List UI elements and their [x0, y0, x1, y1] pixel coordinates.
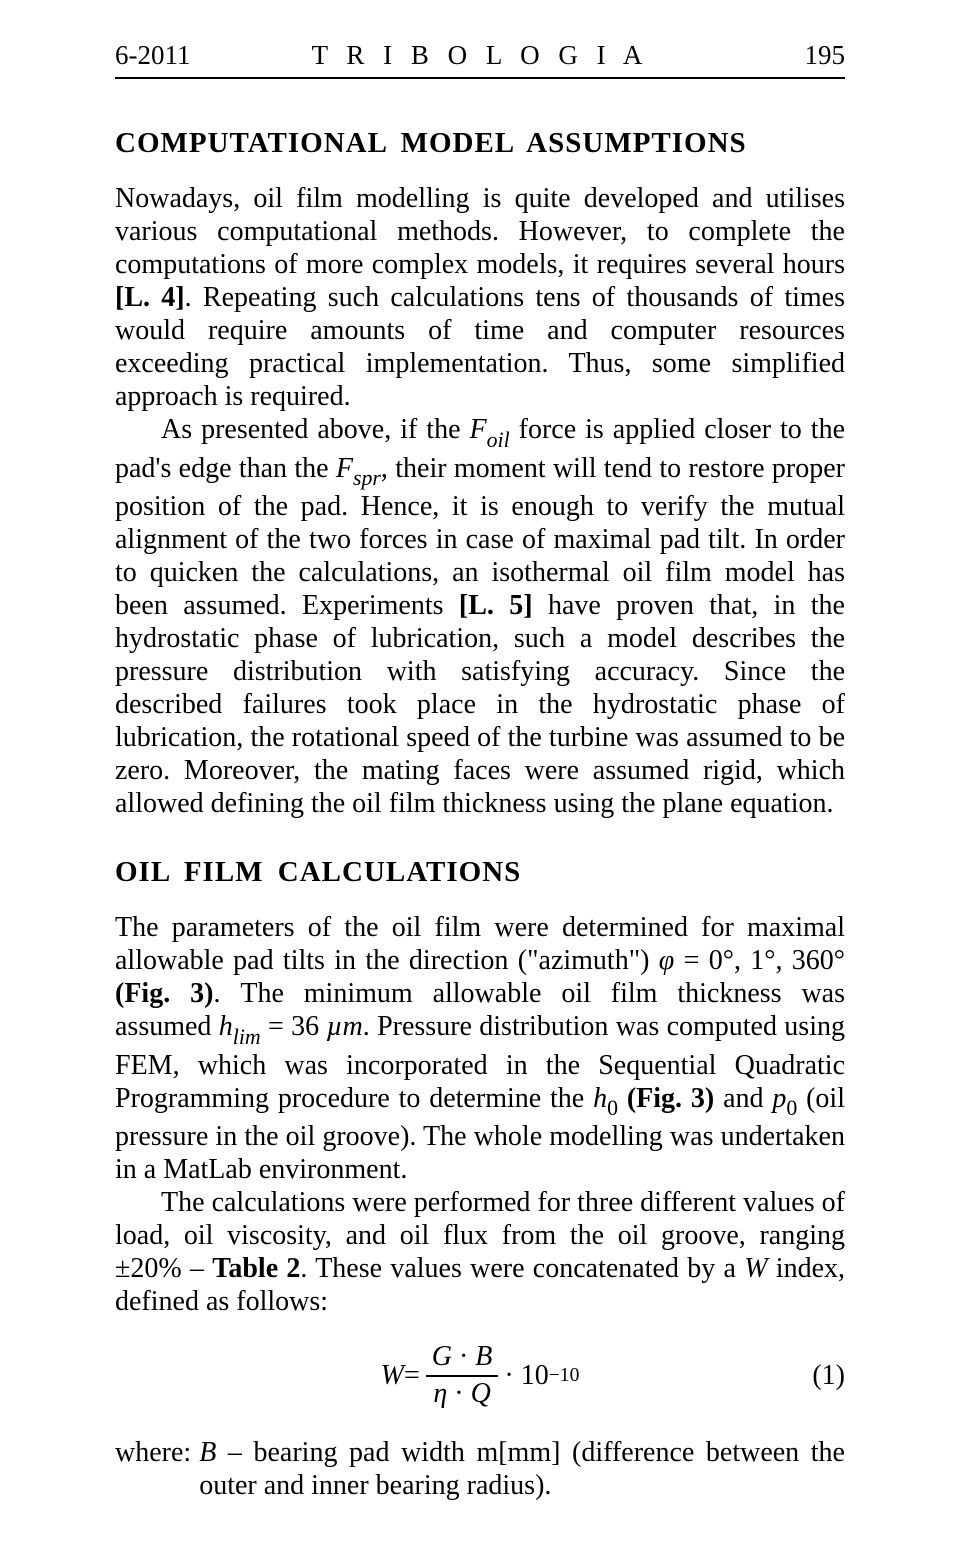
sym-B: B — [199, 1437, 216, 1468]
eq-Q: Q — [471, 1378, 491, 1409]
space — [618, 1083, 627, 1114]
ref-fig3b: (Fig. 3) — [627, 1083, 714, 1114]
eq-dot: · — [447, 1378, 470, 1409]
s2-para2: The calculations were performed for thre… — [115, 1186, 845, 1318]
sym-W: W — [744, 1253, 767, 1284]
eq-denominator: η · Q — [426, 1377, 499, 1410]
section2-body: The parameters of the oil film were dete… — [115, 911, 845, 1502]
eq-fraction: G · B η · Q — [426, 1342, 499, 1410]
s1-para2: As presented above, if the Foil force is… — [115, 413, 845, 820]
sym-p: p — [772, 1083, 786, 1114]
sym-F: F — [470, 414, 487, 445]
text: = 0°, 1°, 360° — [674, 945, 845, 976]
eq-tail: · 10 — [504, 1360, 548, 1392]
section1-body: Nowadays, oil film modelling is quite de… — [115, 182, 845, 820]
s2-para1: The parameters of the oil film were dete… — [115, 911, 845, 1186]
text: – bearing pad width m[mm] (difference be… — [199, 1437, 845, 1501]
where-body: B – bearing pad width m[mm] (difference … — [199, 1436, 845, 1502]
text: = 36 — [261, 1011, 327, 1042]
text: . Repeating such calculations tens of th… — [115, 282, 845, 412]
head-center: T R I B O L O G I A — [235, 40, 725, 71]
eq-numerator: G · B — [426, 1342, 499, 1377]
sub-lim: lim — [233, 1025, 261, 1049]
eq-eta: η — [433, 1378, 447, 1409]
sub-h0-0: 0 — [607, 1096, 618, 1120]
unit-um: µm — [326, 1011, 362, 1042]
equation-number: (1) — [812, 1360, 845, 1392]
text: Nowadays, oil film modelling is quite de… — [115, 183, 845, 280]
text: As presented above, if the — [161, 414, 470, 445]
sub-spr: spr — [353, 466, 381, 490]
text: . These values were concatenated by a — [300, 1253, 744, 1284]
sym-phi: φ — [659, 945, 675, 976]
ref-table2: Table 2 — [212, 1253, 300, 1284]
running-head: 6-2011 T R I B O L O G I A 195 — [115, 40, 845, 79]
text: have proven that, in the hydrostatic pha… — [115, 590, 845, 819]
head-right: 195 — [725, 40, 845, 71]
sub-oil: oil — [487, 428, 510, 452]
eq-G: G — [432, 1341, 452, 1372]
ref-fig3: (Fig. 3) — [115, 978, 213, 1009]
head-left: 6-2011 — [115, 40, 235, 71]
sym-h0-h: h — [593, 1083, 607, 1114]
eq-W: W — [381, 1360, 404, 1392]
text: and — [714, 1083, 772, 1114]
ref-l4: [L. 4] — [115, 282, 185, 313]
section-heading-assumptions: COMPUTATIONAL MODEL ASSUMPTIONS — [115, 127, 845, 160]
eq-exponent: −10 — [549, 1365, 580, 1387]
sym-h: h — [219, 1011, 233, 1042]
where-label: where: — [115, 1436, 199, 1502]
eq-equals: = — [404, 1360, 420, 1392]
sub-p0-0: 0 — [786, 1096, 797, 1120]
eq-B: B — [475, 1341, 492, 1372]
ref-l5: [L. 5] — [459, 590, 533, 621]
where-clause: where: B – bearing pad width m[mm] (diff… — [115, 1436, 845, 1502]
section-heading-calculations: OIL FILM CALCULATIONS — [115, 856, 845, 889]
s1-para1: Nowadays, oil film modelling is quite de… — [115, 182, 845, 413]
eq-dot: · — [452, 1341, 475, 1372]
sym-F: F — [336, 453, 353, 484]
equation-1: W = G · B η · Q · 10−10 (1) — [115, 1342, 845, 1410]
